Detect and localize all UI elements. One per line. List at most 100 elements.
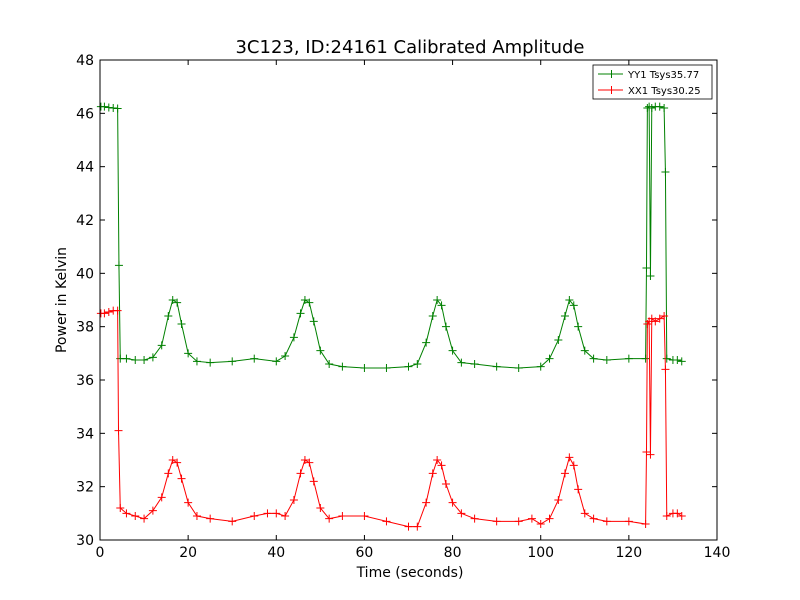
data-point bbox=[441, 322, 450, 331]
y-tick-label: 48 bbox=[76, 53, 94, 69]
data-point bbox=[300, 296, 309, 304]
data-point bbox=[100, 102, 109, 111]
data-point bbox=[647, 104, 656, 112]
plot-area bbox=[96, 102, 686, 531]
data-point bbox=[184, 349, 193, 358]
data-point bbox=[574, 322, 583, 331]
data-point bbox=[545, 354, 554, 363]
data-point bbox=[382, 364, 391, 372]
data-point bbox=[673, 356, 682, 364]
data-point bbox=[168, 296, 177, 304]
y-tick-label: 36 bbox=[76, 373, 94, 389]
data-point bbox=[296, 469, 305, 478]
x-axis-ticks: 0 20 40 60 80 100 120 140 bbox=[96, 60, 730, 561]
data-point bbox=[281, 512, 290, 520]
data-point bbox=[316, 346, 325, 355]
data-point bbox=[565, 296, 574, 304]
x-axis-label: Time (seconds) bbox=[356, 565, 464, 581]
data-point bbox=[114, 261, 123, 270]
data-point bbox=[272, 509, 281, 518]
data-point bbox=[116, 504, 125, 512]
data-point bbox=[560, 312, 569, 320]
data-point bbox=[100, 309, 109, 318]
legend-label-xx1: XX1 Tsys30.25 bbox=[628, 86, 701, 97]
data-point bbox=[655, 102, 664, 111]
data-point bbox=[192, 357, 201, 366]
x-tick-label: 80 bbox=[444, 545, 462, 561]
data-point bbox=[272, 357, 281, 366]
data-point bbox=[651, 317, 660, 326]
chart-title: 3C123, ID:24161 Calibrated Amplitude bbox=[235, 37, 584, 58]
data-point bbox=[122, 509, 131, 518]
data-point bbox=[514, 364, 523, 372]
series-1 bbox=[96, 102, 686, 372]
data-point bbox=[569, 301, 578, 310]
series-line-2 bbox=[100, 310, 682, 528]
x-tick-label: 60 bbox=[356, 545, 374, 561]
data-point bbox=[192, 512, 201, 520]
data-point bbox=[441, 480, 450, 488]
series-2 bbox=[96, 306, 686, 531]
data-point bbox=[536, 520, 545, 528]
data-point bbox=[554, 336, 563, 344]
data-point bbox=[173, 458, 182, 467]
data-point bbox=[545, 514, 554, 523]
axes-frame bbox=[99, 59, 718, 541]
legend-label-yy1: YY1 Tsys35.77 bbox=[627, 70, 699, 81]
data-point bbox=[448, 346, 457, 355]
data-point bbox=[602, 517, 611, 526]
data-point bbox=[296, 309, 305, 318]
data-point bbox=[457, 358, 466, 367]
data-point bbox=[554, 496, 563, 504]
data-point bbox=[113, 306, 122, 315]
data-point bbox=[263, 509, 272, 518]
x-tick-label: 20 bbox=[179, 545, 197, 561]
data-point bbox=[662, 354, 671, 363]
data-point bbox=[289, 496, 298, 504]
data-point bbox=[206, 514, 215, 523]
data-point bbox=[574, 485, 583, 494]
data-point bbox=[655, 314, 664, 323]
data-point bbox=[433, 296, 442, 304]
y-tick-label: 38 bbox=[76, 320, 94, 336]
x-tick-label: 0 bbox=[96, 545, 105, 561]
data-point bbox=[422, 338, 431, 347]
data-point bbox=[164, 469, 173, 478]
data-point bbox=[104, 103, 113, 112]
x-tick-label: 120 bbox=[615, 545, 642, 561]
y-tick-label: 32 bbox=[76, 480, 94, 496]
data-point bbox=[492, 362, 501, 371]
data-point bbox=[300, 456, 309, 464]
data-point bbox=[433, 456, 442, 464]
data-point bbox=[281, 352, 290, 360]
data-point bbox=[470, 360, 479, 368]
y-tick-label: 30 bbox=[76, 533, 94, 549]
data-point bbox=[492, 517, 501, 526]
data-point bbox=[641, 520, 650, 528]
data-point bbox=[624, 517, 633, 526]
y-tick-label: 34 bbox=[76, 426, 94, 442]
data-point bbox=[140, 514, 149, 523]
data-point bbox=[164, 312, 173, 320]
data-point bbox=[289, 333, 298, 342]
data-point bbox=[448, 498, 457, 507]
data-point bbox=[661, 365, 670, 374]
data-point bbox=[514, 517, 523, 526]
legend-box bbox=[592, 64, 713, 100]
data-point bbox=[131, 512, 140, 520]
x-tick-label: 100 bbox=[527, 545, 554, 561]
data-point bbox=[325, 360, 334, 368]
y-tick-label: 40 bbox=[76, 266, 94, 282]
data-point bbox=[250, 512, 259, 520]
data-point bbox=[104, 308, 113, 316]
data-point bbox=[305, 298, 314, 307]
data-point bbox=[131, 356, 140, 364]
data-point bbox=[646, 450, 655, 459]
data-point bbox=[580, 346, 589, 355]
data-point bbox=[589, 354, 598, 363]
data-point bbox=[157, 493, 166, 502]
data-point bbox=[309, 477, 318, 486]
legend-marker-xx1 bbox=[607, 86, 616, 94]
y-tick-label: 42 bbox=[76, 213, 94, 229]
data-point bbox=[140, 356, 149, 364]
